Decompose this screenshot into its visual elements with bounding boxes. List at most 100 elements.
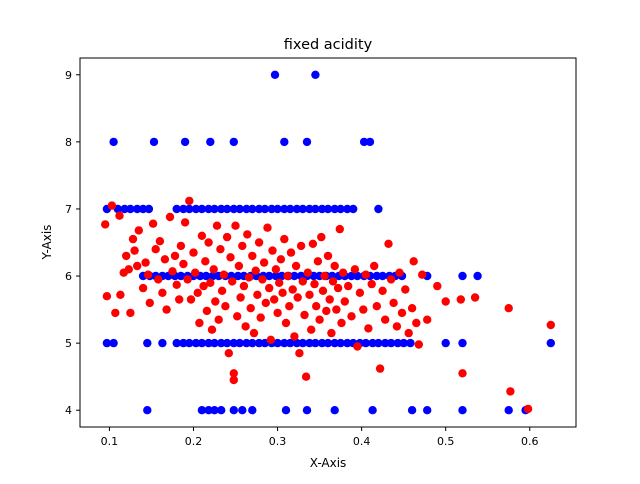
data-point-s0-54 xyxy=(176,271,186,281)
data-point-s1-60 xyxy=(229,375,238,385)
data-point-s1-53 xyxy=(219,270,228,279)
data-point-s1-82 xyxy=(266,335,275,344)
data-point-s1-49 xyxy=(212,221,222,230)
data-point-s1-74 xyxy=(253,290,262,299)
data-point-s0-120 xyxy=(317,338,327,348)
data-point-s0-86 xyxy=(378,271,387,281)
data-point-s1-102 xyxy=(300,310,309,320)
data-point-s1-51 xyxy=(216,245,225,254)
data-point-s1-31 xyxy=(179,259,188,269)
data-point-s1-29 xyxy=(175,295,184,304)
data-point-s1-30 xyxy=(176,241,186,251)
data-point-s1-61 xyxy=(231,221,240,230)
data-point-s1-27 xyxy=(170,251,180,261)
data-point-s1-96 xyxy=(290,332,299,341)
data-point-s1-19 xyxy=(151,245,160,254)
data-point-s0-18 xyxy=(172,204,181,214)
data-point-s1-86 xyxy=(273,308,282,318)
data-point-s0-25 xyxy=(217,204,226,214)
data-point-s0-138 xyxy=(143,406,152,415)
data-point-s1-84 xyxy=(270,295,279,304)
data-point-s1-12 xyxy=(133,261,142,271)
data-point-s1-3 xyxy=(111,308,120,318)
data-point-s0-33 xyxy=(267,204,276,214)
data-point-s1-146 xyxy=(397,308,407,318)
y-tick-label: 5 xyxy=(65,337,72,350)
data-point-s0-103 xyxy=(210,338,219,348)
data-point-s1-98 xyxy=(293,293,302,302)
data-point-s1-91 xyxy=(281,318,291,328)
data-point-s1-109 xyxy=(312,302,321,311)
data-point-s0-130 xyxy=(381,338,390,348)
y-axis-ticks: 4 5 6 7 8 9 xyxy=(65,69,80,417)
x-tick-label: 0.1 xyxy=(101,435,119,448)
data-point-s1-38 xyxy=(193,288,202,297)
data-point-s1-137 xyxy=(372,302,381,311)
data-point-s1-140 xyxy=(381,315,390,324)
data-point-s0-85 xyxy=(372,271,381,281)
data-point-s1-5 xyxy=(116,290,125,299)
data-point-s0-21 xyxy=(191,204,201,214)
data-point-s0-6 xyxy=(229,137,238,147)
data-point-s1-58 xyxy=(228,277,237,286)
data-point-s0-82 xyxy=(353,271,362,281)
data-point-s0-102 xyxy=(204,338,213,348)
data-point-s1-106 xyxy=(307,325,316,334)
data-point-s0-107 xyxy=(235,338,244,348)
data-point-s1-112 xyxy=(317,232,326,242)
data-point-s1-110 xyxy=(313,257,323,266)
data-point-s1-94 xyxy=(286,248,296,257)
data-point-s0-68 xyxy=(265,271,274,281)
data-point-s0-1 xyxy=(311,70,320,80)
data-point-s1-141 xyxy=(384,239,393,248)
data-point-s1-35 xyxy=(186,295,196,304)
data-point-s0-113 xyxy=(273,338,282,348)
data-point-s1-43 xyxy=(202,306,212,316)
data-point-s0-135 xyxy=(441,338,450,348)
data-point-s1-68 xyxy=(243,230,252,239)
data-point-s0-36 xyxy=(286,204,295,214)
data-point-s1-124 xyxy=(337,318,346,328)
data-point-s1-75 xyxy=(254,238,264,247)
data-point-s1-150 xyxy=(409,257,418,266)
data-point-s0-39 xyxy=(305,204,314,214)
data-point-s0-117 xyxy=(298,338,307,348)
data-point-s0-137 xyxy=(546,338,555,348)
data-point-s0-15 xyxy=(133,204,142,214)
data-point-s0-13 xyxy=(120,204,129,214)
data-point-s1-117 xyxy=(325,295,334,304)
data-point-s1-87 xyxy=(275,278,284,287)
data-point-s0-105 xyxy=(222,338,232,348)
data-point-s1-128 xyxy=(347,312,356,321)
data-point-s0-30 xyxy=(248,204,257,214)
data-point-s1-63 xyxy=(234,261,244,271)
data-point-s1-133 xyxy=(361,270,370,279)
data-point-s0-122 xyxy=(330,338,339,348)
data-point-s1-28 xyxy=(172,280,181,289)
data-point-s0-110 xyxy=(254,338,264,348)
data-point-s0-144 xyxy=(238,406,247,415)
data-point-s0-43 xyxy=(330,204,339,214)
data-point-s1-157 xyxy=(456,295,465,304)
data-point-s1-46 xyxy=(207,325,217,334)
data-point-s0-128 xyxy=(368,338,377,348)
data-point-s0-47 xyxy=(374,204,383,214)
data-point-s1-152 xyxy=(414,340,423,349)
data-point-s0-70 xyxy=(277,271,286,281)
data-point-s0-63 xyxy=(233,271,243,281)
data-point-s1-9 xyxy=(126,308,135,318)
data-point-s1-122 xyxy=(333,283,343,293)
data-point-s0-152 xyxy=(458,406,467,415)
data-point-s0-34 xyxy=(273,204,282,214)
data-point-s0-9 xyxy=(359,137,369,147)
data-point-s0-41 xyxy=(317,204,327,214)
data-point-s1-42 xyxy=(201,257,210,266)
data-point-s1-158 xyxy=(458,369,467,378)
data-point-s1-105 xyxy=(305,290,314,299)
data-point-s1-44 xyxy=(204,238,213,247)
data-point-s1-95 xyxy=(288,285,297,294)
y-tick-label: 8 xyxy=(65,136,72,149)
data-point-s0-38 xyxy=(298,204,307,214)
